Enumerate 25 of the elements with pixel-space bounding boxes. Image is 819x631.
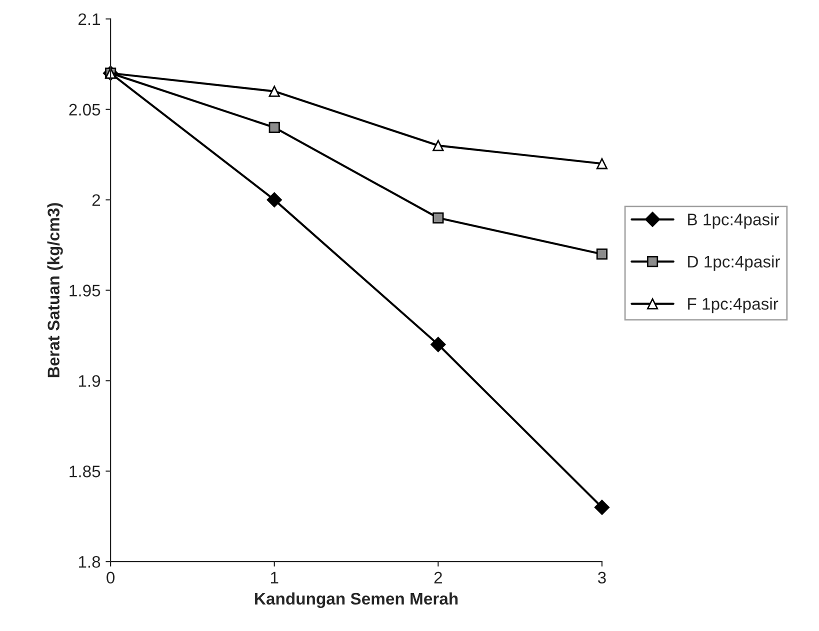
y-tick-label: 2.1 xyxy=(78,13,100,25)
legend-label: D 1pc:4pasir xyxy=(688,255,780,271)
y-tick-label: 1.85 xyxy=(70,466,100,478)
point xyxy=(432,212,444,224)
point xyxy=(268,86,280,97)
point xyxy=(430,336,446,352)
y-tick-label: 1.9 xyxy=(78,375,100,387)
point xyxy=(432,140,444,152)
x-tick-label: 1 xyxy=(271,572,278,584)
point xyxy=(594,500,610,515)
x-axis-title: Kandungan Semen Merah xyxy=(255,592,458,608)
point xyxy=(596,158,608,170)
point xyxy=(266,192,282,208)
point xyxy=(268,122,280,134)
legend-label: B 1pc:4pasir xyxy=(688,213,780,229)
legend-label: F 1pc:4pasir xyxy=(688,298,778,314)
y-tick-label: 1.8 xyxy=(78,556,100,568)
y-tick-label: 2 xyxy=(92,194,100,206)
x-tick-label: 2 xyxy=(434,572,442,584)
y-tick-label: 2.05 xyxy=(69,104,100,116)
x-tick-label: 0 xyxy=(106,572,115,584)
y-tick-label: 1.95 xyxy=(70,284,100,296)
x-tick-label: 3 xyxy=(598,572,606,584)
y-axis-title: Berat Satuan (kg/cm3) xyxy=(47,203,63,378)
point xyxy=(596,248,608,260)
